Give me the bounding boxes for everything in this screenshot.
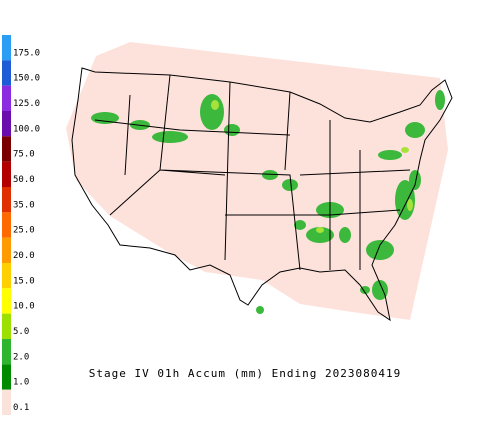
analysis-domain <box>66 42 448 320</box>
legend-label: 0.1 <box>13 403 29 413</box>
legend-label: 1.0 <box>13 378 29 388</box>
state-lines <box>94 74 411 271</box>
legend-swatch <box>2 339 11 365</box>
legend-swatch <box>2 111 11 137</box>
legend-label: 35.0 <box>13 200 35 210</box>
legend-label: 20.0 <box>13 251 35 261</box>
legend-label: 75.0 <box>13 150 35 160</box>
legend-label: 100.0 <box>13 124 40 134</box>
legend-label: 25.0 <box>13 226 35 236</box>
legend-label: 2.0 <box>13 352 29 362</box>
legend-label: 5.0 <box>13 327 29 337</box>
legend-label: 10.0 <box>13 302 35 312</box>
legend-swatch <box>2 389 11 415</box>
legend-swatch <box>2 313 11 339</box>
map-title: Stage IV 01h Accum (mm) Ending 202308041… <box>89 367 402 380</box>
legend-swatch <box>2 263 11 289</box>
legend-label: 15.0 <box>13 276 35 286</box>
yellow-areas <box>211 100 413 233</box>
legend-label: 50.0 <box>13 175 35 185</box>
legend-swatch <box>2 364 11 390</box>
legend-swatch <box>2 85 11 111</box>
legend-label: 150.0 <box>13 74 40 84</box>
boundaries <box>71 67 453 322</box>
legend-swatch <box>2 288 11 314</box>
legend-swatch <box>2 136 11 162</box>
us-outline <box>71 67 453 322</box>
legend-swatch <box>2 161 11 187</box>
legend-swatch <box>2 237 11 263</box>
legend-label: 175.0 <box>13 48 40 58</box>
legend-swatch <box>2 212 11 238</box>
legend-swatch <box>2 187 11 213</box>
legend-swatch <box>2 35 11 61</box>
color-legend: 175.0 150.0 125.0 100.0 75.0 50.0 35.0 25.0 20.0… <box>2 35 40 415</box>
legend-label: 125.0 <box>13 99 40 109</box>
legend-swatch <box>2 60 11 86</box>
